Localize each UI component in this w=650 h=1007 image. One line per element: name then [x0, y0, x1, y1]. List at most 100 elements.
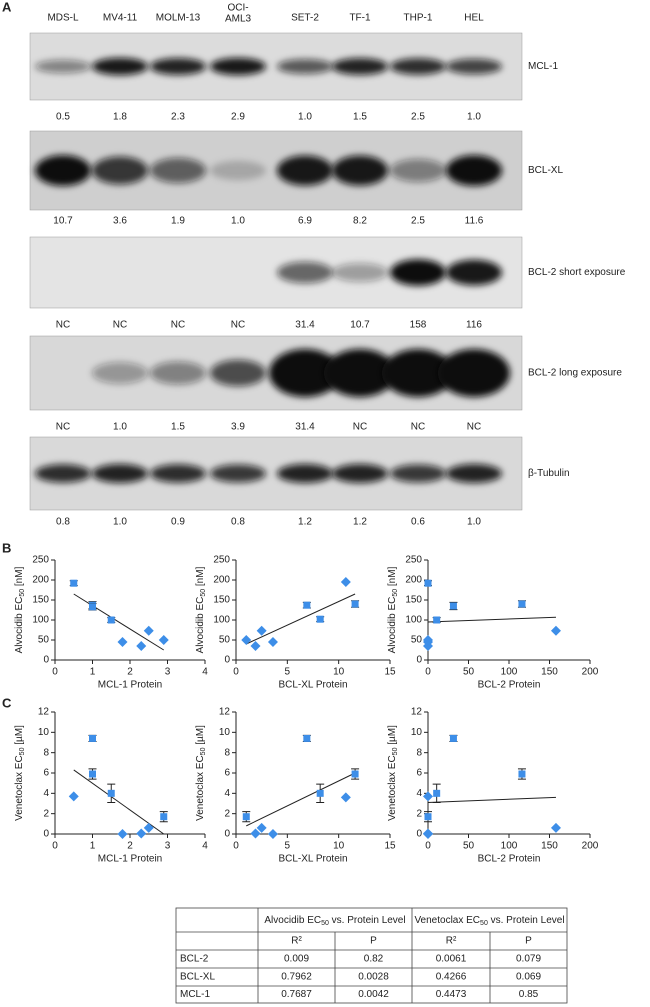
quantification: 1.0	[298, 112, 312, 123]
point	[351, 600, 359, 608]
band	[150, 157, 206, 184]
band	[210, 57, 266, 76]
row-header: MCL-1	[180, 989, 210, 1000]
point	[250, 641, 261, 651]
band	[277, 155, 333, 186]
quantification: NC	[171, 320, 185, 331]
y-tick-label: 100	[405, 615, 422, 626]
point	[433, 789, 441, 797]
point	[117, 829, 128, 839]
y-tick-label: 6	[224, 768, 230, 779]
y-tick-label: 0	[43, 655, 49, 666]
y-tick-label: 10	[411, 727, 423, 738]
band	[35, 464, 91, 483]
table-cell: 0.7687	[281, 989, 312, 1000]
point	[518, 770, 526, 778]
quantification: 0.5	[56, 112, 70, 123]
lane-label: OCI-	[227, 3, 248, 14]
point	[550, 625, 561, 636]
y-tick-label: 2	[224, 808, 230, 819]
point	[449, 602, 457, 610]
quantification: 1.0	[231, 216, 245, 227]
quantification: NC	[467, 422, 481, 433]
quantification: 31.4	[295, 320, 315, 331]
y-axis-label-sub: 50	[200, 747, 207, 755]
lane-label: SET-2	[291, 13, 319, 24]
column-group-header-part: Alvocidib EC	[264, 915, 321, 926]
x-tick-label: 0	[425, 841, 431, 852]
panel-label: C	[2, 695, 12, 710]
y-axis-label-part: Venetoclax EC	[195, 755, 206, 821]
y-tick-label: 50	[38, 635, 50, 646]
y-axis-label: Alvocidib EC50 [nM]	[14, 566, 27, 653]
x-axis-label: MCL-1 Protein	[98, 854, 162, 865]
quantification: 1.0	[467, 112, 481, 123]
y-tick-label: 150	[32, 595, 49, 606]
band	[92, 362, 148, 384]
lane-label: MV4-11	[103, 13, 138, 24]
y-tick-label: 4	[416, 788, 422, 799]
table-cell: 0.85	[519, 989, 539, 1000]
quantification: 2.3	[171, 112, 185, 123]
x-tick-label: 150	[541, 841, 558, 852]
row-header: BCL-2	[180, 954, 209, 965]
point	[340, 577, 351, 587]
band	[446, 155, 502, 186]
x-tick-label: 15	[384, 667, 396, 678]
quantification: 31.4	[295, 422, 315, 433]
quantification: 3.9	[231, 422, 245, 433]
band	[332, 464, 388, 483]
x-tick-label: 5	[285, 841, 291, 852]
point	[423, 641, 433, 651]
quantification: 10.7	[350, 320, 370, 331]
quantification: 0.8	[231, 517, 245, 528]
band	[390, 464, 446, 483]
column-header: P	[525, 936, 532, 947]
quantification: 8.2	[353, 216, 367, 227]
quantification: 1.5	[171, 422, 185, 433]
point	[250, 828, 261, 839]
y-tick-label: 12	[219, 707, 231, 718]
fit-line	[427, 616, 556, 623]
band	[438, 349, 510, 397]
fit-line	[427, 796, 556, 803]
quantification: 1.0	[113, 517, 127, 528]
y-tick-label: 2	[43, 808, 49, 819]
quantification: 0.8	[56, 517, 70, 528]
quantification: 2.9	[231, 112, 245, 123]
quantification: 0.6	[411, 517, 425, 528]
y-tick-label: 150	[405, 595, 422, 606]
panel-label: B	[2, 540, 11, 555]
quantification: 1.2	[298, 517, 312, 528]
quantification: 11.6	[465, 216, 484, 227]
y-tick-label: 8	[224, 747, 230, 758]
band	[390, 259, 446, 286]
x-tick-label: 2	[127, 667, 133, 678]
x-tick-label: 3	[165, 841, 171, 852]
band	[332, 263, 388, 282]
band	[210, 464, 266, 483]
band	[277, 464, 333, 483]
y-tick-label: 0	[416, 655, 422, 666]
y-tick-label: 8	[416, 747, 422, 758]
y-tick-label: 4	[224, 788, 230, 799]
column-group-header-part: Venetoclax EC	[414, 915, 480, 926]
y-axis-label-sub: 50	[200, 589, 207, 597]
point	[303, 601, 311, 609]
column-group-header-part: vs. Protein Level	[488, 915, 565, 926]
fit-line	[246, 772, 356, 827]
band	[277, 59, 333, 74]
x-axis-label: BCL-XL Protein	[278, 680, 347, 691]
point	[136, 828, 147, 839]
x-tick-label: 200	[582, 667, 599, 678]
y-tick-label: 200	[405, 575, 422, 586]
blot-label: β-Tubulin	[528, 468, 570, 479]
x-tick-label: 100	[501, 841, 518, 852]
x-axis-label: BCL-2 Protein	[478, 680, 541, 691]
y-tick-label: 2	[416, 808, 422, 819]
y-tick-label: 10	[38, 727, 50, 738]
point	[107, 616, 115, 624]
x-axis-label: BCL-XL Protein	[278, 854, 347, 865]
quantification: 2.5	[411, 112, 425, 123]
band	[35, 59, 91, 74]
